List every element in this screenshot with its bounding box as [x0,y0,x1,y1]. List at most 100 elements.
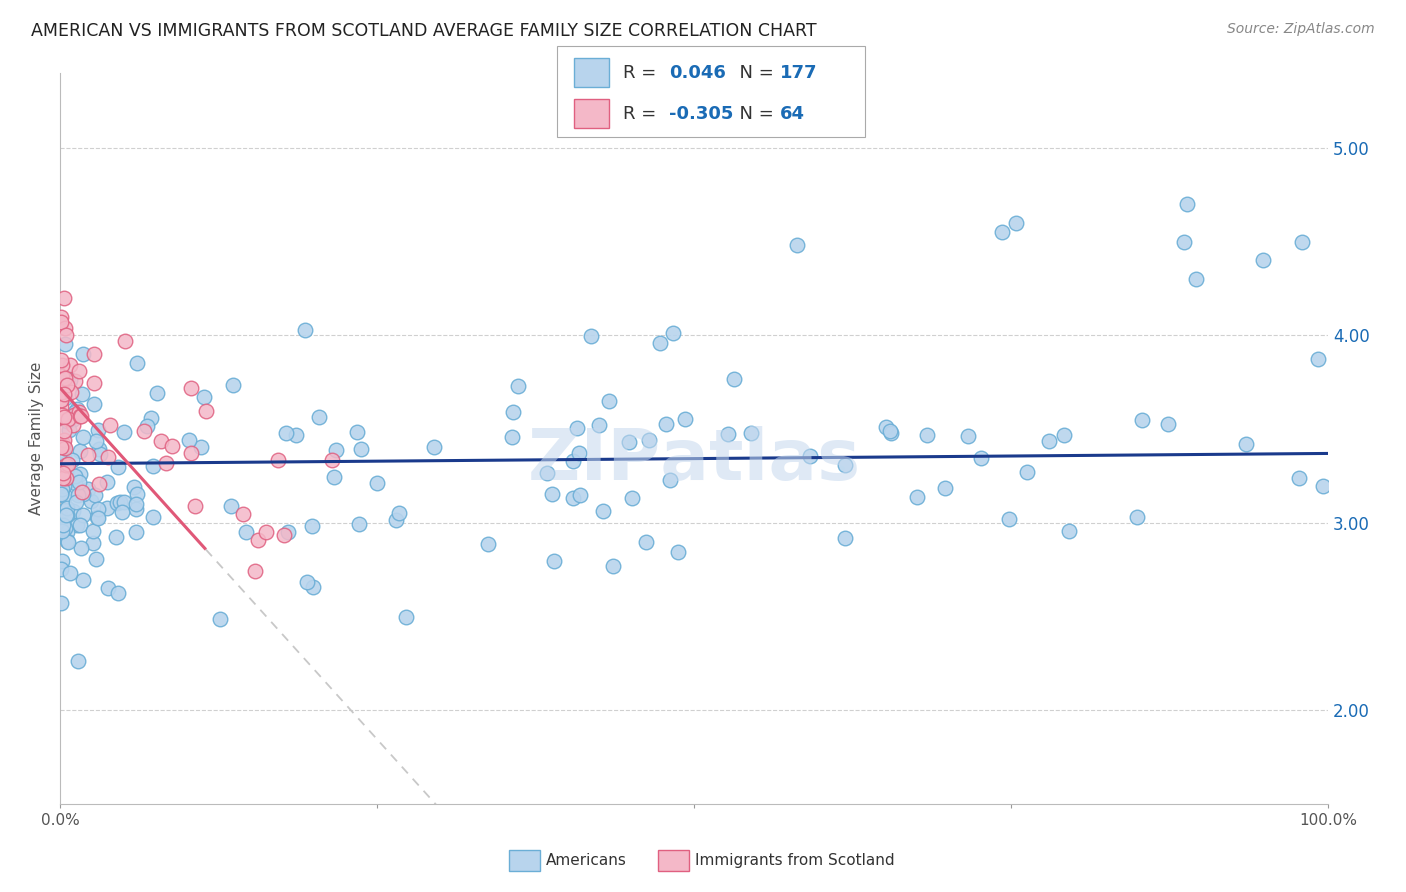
Point [636,535,658,549]
Point [51,358,73,372]
Point [51,554,73,568]
Point [990,225,1012,239]
Point [740,426,762,441]
Point [668,545,690,559]
Text: Source: ZipAtlas.com: Source: ZipAtlas.com [1227,22,1375,37]
Point [51,596,73,610]
Point [56,412,79,426]
Point [70,541,93,555]
Point [285,427,308,442]
Point [70,387,93,401]
Point [598,394,620,409]
Point [59,385,82,400]
Point [579,329,602,343]
Point [638,434,661,448]
Point [125,486,148,500]
Point [219,499,242,513]
Point [51,392,73,407]
Point [62,418,84,433]
Point [52,437,75,451]
Point [55,371,77,385]
Point [1173,235,1195,249]
Point [55,327,77,342]
Point [60,453,83,467]
Point [194,404,217,418]
Point [83,376,105,391]
Point [55,470,77,484]
Point [561,491,583,505]
Point [142,458,165,473]
Point [53,387,76,401]
Point [321,453,343,467]
Point [149,434,172,448]
Point [322,470,344,484]
Point [86,510,108,524]
Point [72,487,94,501]
Point [56,534,79,549]
Point [63,408,86,422]
Point [786,238,808,252]
Point [58,423,80,437]
Point [55,456,77,470]
Point [53,441,76,455]
Point [69,467,91,482]
Point [59,358,82,372]
Point [51,353,73,368]
Point [1126,510,1149,524]
Point [59,373,82,387]
Point [67,475,90,489]
Point [423,440,446,454]
Point [1306,352,1329,367]
Point [51,524,73,539]
Point [51,310,73,325]
Point [112,495,135,509]
Point [72,573,94,587]
Point [52,433,75,447]
Point [184,499,207,513]
Point [96,501,118,516]
Point [1156,417,1178,432]
Point [56,501,79,516]
Point [51,467,73,481]
Point [51,561,73,575]
Point [89,447,111,461]
Point [53,489,76,503]
Point [659,473,682,487]
Point [1234,437,1257,451]
Point [63,469,86,483]
Point [127,356,149,370]
Point [69,518,91,533]
Point [125,497,148,511]
Point [273,528,295,542]
Point [67,405,90,419]
Point [55,414,77,428]
Point [1132,413,1154,427]
Point [648,335,671,350]
Point [65,494,87,508]
Point [87,501,110,516]
Point [51,482,73,496]
Point [222,378,245,392]
Point [105,496,128,510]
Point [1004,216,1026,230]
Point [83,488,105,502]
Point [541,487,564,501]
Point [256,524,278,539]
Point [52,440,75,454]
Point [104,530,127,544]
Text: N =: N = [728,63,780,82]
Point [308,409,330,424]
Point [134,424,156,438]
Point [1291,235,1313,249]
Point [65,402,87,417]
Text: Americans: Americans [546,854,627,868]
Point [52,466,75,480]
Point [934,481,956,495]
Point [52,471,75,485]
Point [52,447,75,461]
Point [880,425,903,440]
Point [53,502,76,516]
Point [51,369,73,384]
Point [87,476,110,491]
Point [385,513,408,527]
